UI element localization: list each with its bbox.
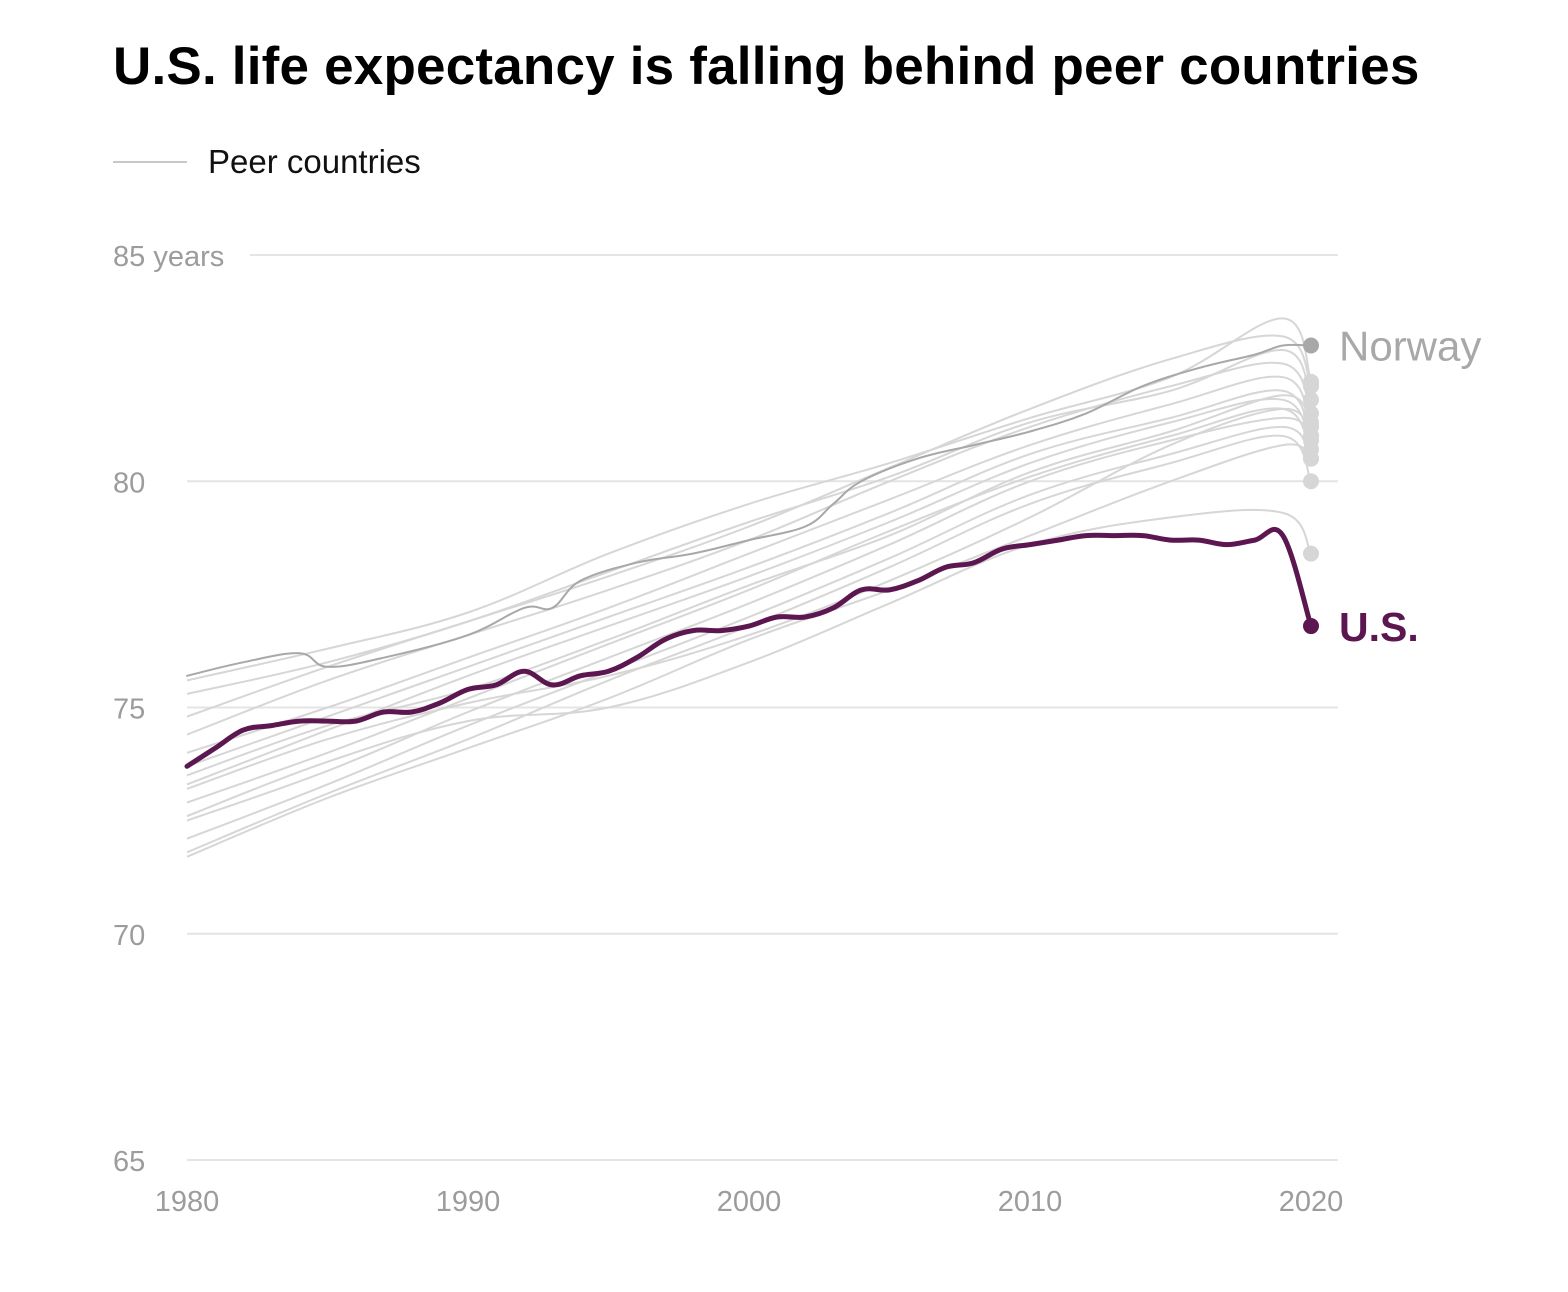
peer-country-lines bbox=[186, 317, 1319, 858]
y-tick-label: 75 bbox=[113, 694, 145, 726]
norway-line bbox=[186, 343, 1312, 677]
y-tick-label: 65 bbox=[113, 1146, 145, 1178]
x-tick-label: 2020 bbox=[1279, 1186, 1344, 1218]
peer-endpoint-dot bbox=[1303, 378, 1319, 395]
us-endpoint-dot bbox=[1303, 618, 1319, 635]
peer-endpoint-dot bbox=[1303, 473, 1319, 490]
peer-endpoint-dot bbox=[1303, 414, 1319, 431]
y-tick-label: 80 bbox=[113, 467, 145, 499]
gridlines bbox=[187, 252, 1338, 1161]
peer-country-line bbox=[186, 407, 1312, 804]
peer-country-line bbox=[186, 389, 1312, 768]
x-tick-label: 2000 bbox=[717, 1186, 782, 1218]
peer-country-line bbox=[186, 443, 1312, 858]
peer-country-line bbox=[186, 416, 1312, 822]
peer-country-line bbox=[186, 394, 1312, 777]
peer-country-line bbox=[186, 375, 1312, 754]
peer-country-line bbox=[186, 317, 1312, 682]
y-tick-label: 85 years bbox=[113, 241, 224, 273]
peer-country-line bbox=[186, 434, 1312, 854]
us-line bbox=[184, 527, 1314, 769]
peer-endpoint-dot bbox=[1303, 428, 1319, 444]
highlighted-lines: Norway U.S. bbox=[184, 323, 1481, 769]
peer-country-line bbox=[186, 361, 1312, 736]
peer-country-line bbox=[186, 397, 1312, 786]
peer-country-line bbox=[186, 425, 1312, 840]
chart-title: U.S. life expectancy is falling behind p… bbox=[113, 37, 1420, 96]
legend-line-swatch bbox=[113, 161, 187, 163]
axis-labels: 85 years 80 75 70 65 1980 1990 2000 2010 2020 bbox=[113, 241, 1343, 1218]
y-tick-label: 70 bbox=[113, 920, 145, 952]
peer-country-line bbox=[186, 508, 1312, 818]
norway-label: Norway bbox=[1339, 323, 1481, 370]
legend: Peer countries bbox=[113, 140, 421, 184]
x-tick-label: 1990 bbox=[436, 1186, 501, 1218]
peer-endpoint-dot bbox=[1303, 450, 1319, 467]
x-tick-label: 1980 bbox=[155, 1186, 220, 1218]
peer-endpoint-dot bbox=[1303, 545, 1319, 562]
us-label: U.S. bbox=[1339, 604, 1419, 650]
peer-country-line bbox=[186, 334, 1312, 718]
norway-endpoint-dot bbox=[1303, 337, 1319, 354]
legend-label-peer-countries: Peer countries bbox=[208, 143, 421, 180]
peer-country-line bbox=[186, 407, 1312, 790]
x-tick-label: 2010 bbox=[998, 1186, 1063, 1218]
